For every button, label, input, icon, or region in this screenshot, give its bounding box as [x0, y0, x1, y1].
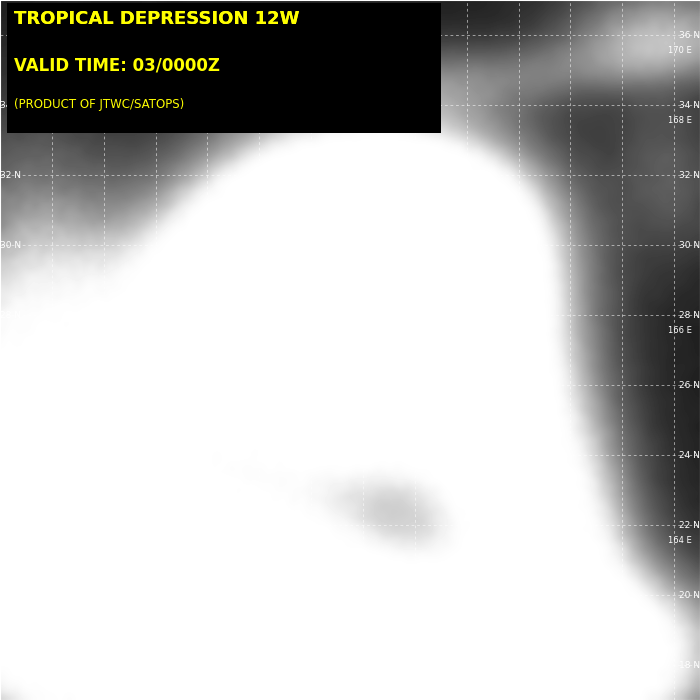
Text: 166 E: 166 E: [668, 326, 692, 335]
Text: 22 N: 22 N: [0, 521, 21, 529]
Text: 36 N: 36 N: [679, 31, 700, 39]
Text: 26 N: 26 N: [679, 381, 700, 389]
Text: 26 N: 26 N: [0, 381, 21, 389]
Text: 24 N: 24 N: [679, 451, 700, 459]
Text: 20 N: 20 N: [0, 591, 21, 599]
Text: 30 N: 30 N: [0, 241, 21, 249]
Text: 20 N: 20 N: [679, 591, 700, 599]
Text: 22 N: 22 N: [679, 521, 700, 529]
Text: 30 N: 30 N: [679, 241, 700, 249]
Text: 32 N: 32 N: [0, 171, 21, 179]
Text: 34 N: 34 N: [679, 101, 700, 109]
Text: TROPICAL DEPRESSION 12W: TROPICAL DEPRESSION 12W: [14, 10, 300, 29]
Text: 18 N: 18 N: [679, 661, 700, 669]
Text: 168 E: 168 E: [668, 116, 692, 125]
Bar: [7, 4, 441, 133]
Text: TROPICAL DEPRESSION 12W: TROPICAL DEPRESSION 12W: [14, 10, 300, 29]
Text: VALID TIME: 03/0000Z: VALID TIME: 03/0000Z: [14, 56, 220, 74]
Text: (PRODUCT OF JTWC/SATOPS): (PRODUCT OF JTWC/SATOPS): [14, 98, 184, 111]
Text: 28 N: 28 N: [0, 311, 21, 319]
Text: 24 N: 24 N: [0, 451, 21, 459]
Text: 34 N: 34 N: [0, 101, 21, 109]
Text: 164 E: 164 E: [668, 536, 692, 545]
Text: 28 N: 28 N: [679, 311, 700, 319]
Text: 170 E: 170 E: [668, 46, 692, 55]
Text: 32 N: 32 N: [679, 171, 700, 179]
